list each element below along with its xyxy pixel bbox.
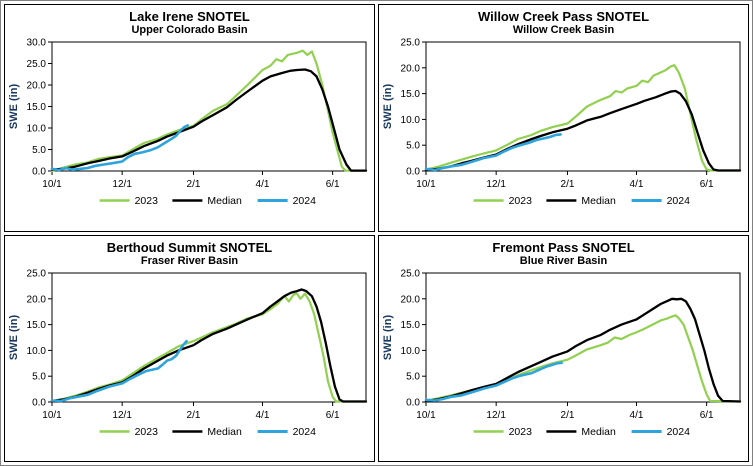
legend-label: Median xyxy=(207,195,242,207)
y-axis-label: SWE (in) xyxy=(8,314,20,360)
series-line-median xyxy=(424,297,741,403)
chart-grid: Lake Irene SNOTEL Upper Colorado Basin 0… xyxy=(4,4,749,462)
x-tick-label: 2/1 xyxy=(560,179,574,190)
y-tick-label: 10.0 xyxy=(400,115,420,126)
series-line-2024 xyxy=(50,339,188,402)
chart-panel-lake-irene: Lake Irene SNOTEL Upper Colorado Basin 0… xyxy=(4,4,375,232)
legend-label: 2023 xyxy=(134,195,158,207)
y-tick-label: 20.0 xyxy=(400,294,420,305)
y-axis-label: SWE (in) xyxy=(382,314,394,360)
y-tick-label: 25.0 xyxy=(26,268,46,279)
chart-plot-area: 0.0 5.0 10.0 15.0 20.0 25.0 30.0 10/1 12/1 2/1 4/1… xyxy=(5,37,374,231)
legend-label: Median xyxy=(581,195,616,207)
chart-plot-area: 0.0 5.0 10.0 15.0 20.0 25.0 10/1 12/1 2/1 4/1 6/1 S… xyxy=(5,268,374,462)
y-tick-label: 15.0 xyxy=(26,102,46,113)
y-tick-label: 25.0 xyxy=(400,38,420,49)
x-tick-label: 2/1 xyxy=(186,179,200,190)
chart-svg: 0.0 5.0 10.0 15.0 20.0 25.0 10/1 12/1 2/1 4/1 6/1 S… xyxy=(382,268,741,438)
chart-svg: 0.0 5.0 10.0 15.0 20.0 25.0 10/1 12/1 2/1 4/1 6/1 S… xyxy=(382,38,741,207)
legend-label: Median xyxy=(581,426,616,438)
legend-label: 2024 xyxy=(292,426,316,438)
series-line-2023 xyxy=(424,64,741,172)
plot-border xyxy=(425,272,740,402)
chart-subtitle: Upper Colorado Basin xyxy=(131,24,248,36)
x-tick-label: 10/1 xyxy=(42,410,62,421)
legend-label: 2024 xyxy=(666,426,690,438)
x-tick-label: 12/1 xyxy=(112,410,132,421)
y-tick-label: 0.0 xyxy=(406,167,420,178)
chart-svg: 0.0 5.0 10.0 15.0 20.0 25.0 10/1 12/1 2/1 4/1 6/1 S… xyxy=(8,268,367,438)
series-line-median xyxy=(50,68,367,172)
series-line-2024 xyxy=(50,124,189,172)
x-tick-label: 12/1 xyxy=(112,179,132,190)
plot-border xyxy=(51,41,366,172)
chart-subtitle: Blue River Basin xyxy=(519,254,608,267)
chart-panel-berthoud-summit: Berthoud Summit SNOTEL Fraser River Basi… xyxy=(4,234,375,462)
x-tick-label: 12/1 xyxy=(486,410,506,421)
y-tick-label: 0.0 xyxy=(32,397,46,408)
y-tick-label: 25.0 xyxy=(26,59,46,70)
y-tick-label: 5.0 xyxy=(406,141,420,152)
chart-subtitle: Willow Creek Basin xyxy=(512,24,615,36)
x-tick-label: 2/1 xyxy=(186,410,200,421)
y-tick-label: 15.0 xyxy=(400,320,420,331)
chart-title: Berthoud Summit SNOTEL xyxy=(106,239,273,255)
y-tick-label: 25.0 xyxy=(400,268,420,279)
y-tick-label: 5.0 xyxy=(406,371,420,382)
x-tick-label: 12/1 xyxy=(486,179,506,190)
y-tick-label: 20.0 xyxy=(26,81,46,92)
y-tick-label: 10.0 xyxy=(26,124,46,135)
y-tick-label: 5.0 xyxy=(32,371,46,382)
y-tick-label: 15.0 xyxy=(26,320,46,331)
legend-label: 2024 xyxy=(292,195,316,207)
x-tick-label: 6/1 xyxy=(699,179,713,190)
chart-title: Lake Irene SNOTEL xyxy=(129,9,250,24)
y-tick-label: 10.0 xyxy=(26,345,46,356)
chart-title: Fremont Pass SNOTEL xyxy=(492,239,635,255)
y-tick-label: 0.0 xyxy=(32,167,46,178)
legend-label: 2023 xyxy=(508,426,532,438)
y-tick-label: 10.0 xyxy=(400,345,420,356)
x-tick-label: 2/1 xyxy=(560,410,574,421)
y-tick-label: 0.0 xyxy=(406,397,420,408)
plot-border xyxy=(51,272,366,402)
y-tick-label: 20.0 xyxy=(400,63,420,74)
x-tick-label: 4/1 xyxy=(629,410,643,421)
y-axis-label: SWE (in) xyxy=(382,84,394,130)
x-tick-label: 4/1 xyxy=(255,179,269,190)
y-tick-label: 20.0 xyxy=(26,294,46,305)
y-tick-label: 30.0 xyxy=(26,38,46,49)
x-tick-label: 10/1 xyxy=(42,179,62,190)
x-tick-label: 6/1 xyxy=(699,410,713,421)
chart-plot-area: 0.0 5.0 10.0 15.0 20.0 25.0 10/1 12/1 2/1 4/1 6/1 S… xyxy=(379,268,748,462)
x-tick-label: 4/1 xyxy=(255,410,269,421)
series-line-2024 xyxy=(424,361,563,402)
x-tick-label: 6/1 xyxy=(325,179,339,190)
legend-label: 2023 xyxy=(508,195,532,207)
plot-border xyxy=(425,41,740,172)
x-tick-label: 10/1 xyxy=(416,410,436,421)
chart-panel-fremont-pass: Fremont Pass SNOTEL Blue River Basin 0.0… xyxy=(378,234,749,462)
legend-label: 2023 xyxy=(134,426,158,438)
x-tick-label: 10/1 xyxy=(416,179,436,190)
chart-plot-area: 0.0 5.0 10.0 15.0 20.0 25.0 10/1 12/1 2/1 4/1 6/1 S… xyxy=(379,37,748,231)
chart-svg: 0.0 5.0 10.0 15.0 20.0 25.0 30.0 10/1 12/1 2/1 4/1… xyxy=(8,38,367,207)
chart-panel-willow-creek-pass: Willow Creek Pass SNOTEL Willow Creek Ba… xyxy=(378,4,749,232)
x-tick-label: 4/1 xyxy=(629,179,643,190)
legend-label: 2024 xyxy=(666,195,690,207)
y-axis-label: SWE (in) xyxy=(8,84,20,130)
series-line-2024 xyxy=(424,133,562,172)
chart-title: Willow Creek Pass SNOTEL xyxy=(477,9,650,24)
x-tick-label: 6/1 xyxy=(325,410,339,421)
y-tick-label: 15.0 xyxy=(400,89,420,100)
legend-label: Median xyxy=(207,426,242,438)
chart-subtitle: Fraser River Basin xyxy=(140,254,239,267)
y-tick-label: 5.0 xyxy=(32,145,46,156)
